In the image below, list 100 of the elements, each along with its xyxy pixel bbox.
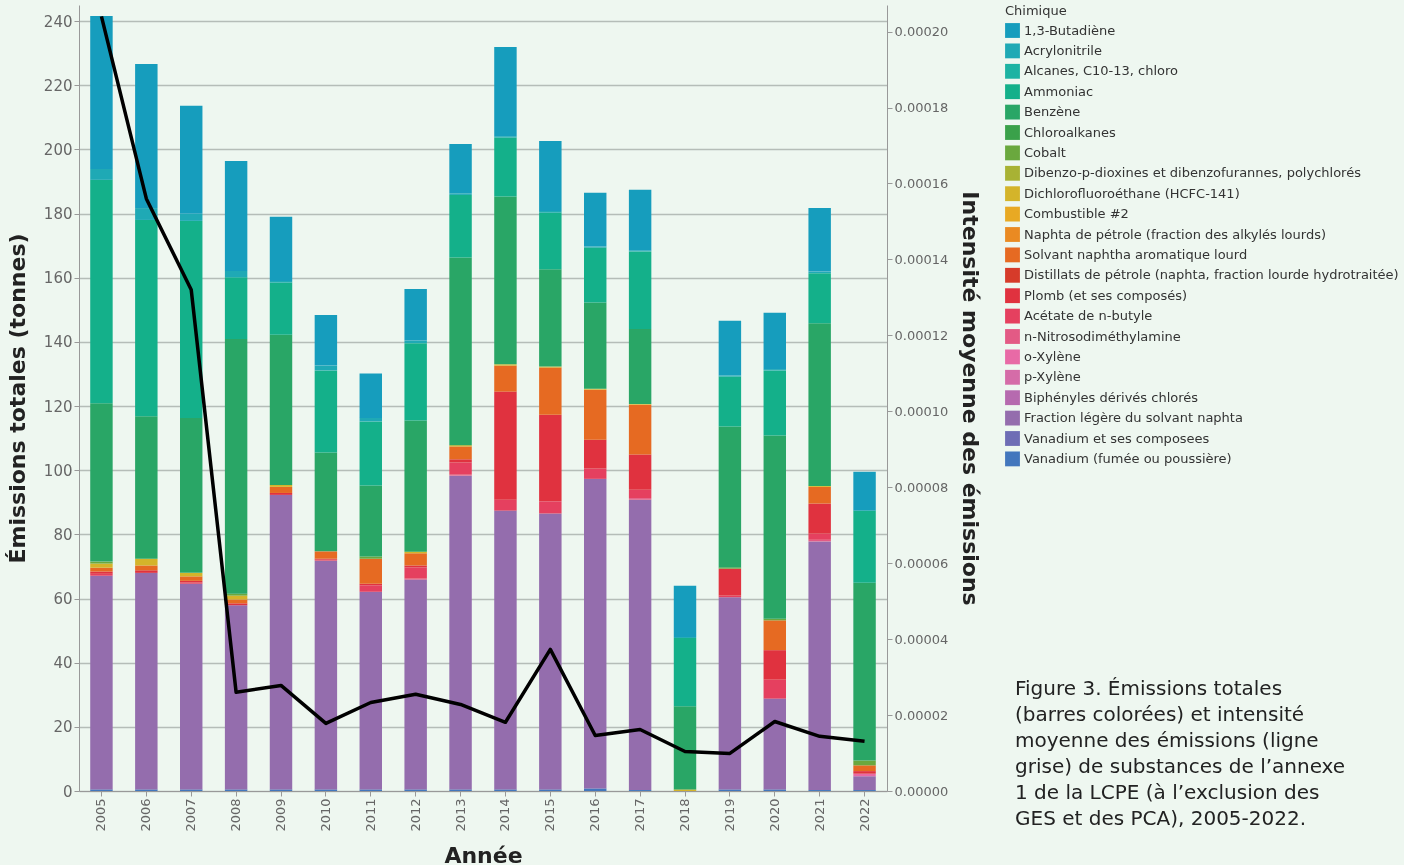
bar	[269, 486, 293, 493]
x-tick-label: 2022	[856, 798, 872, 832]
bar	[584, 302, 607, 389]
bar	[628, 499, 652, 791]
bar	[763, 435, 786, 619]
bar	[314, 560, 338, 790]
y2-axis-title: Intensité moyenne des émissions	[958, 191, 984, 606]
x-tick-label: 2020	[766, 798, 782, 832]
bar	[718, 597, 742, 790]
bar	[449, 459, 472, 463]
x-tick-label: 2015	[542, 798, 558, 832]
bar	[539, 414, 562, 502]
bar	[718, 320, 742, 376]
bar	[763, 370, 786, 436]
legend-label: Plomb (et ses composés)	[1024, 287, 1188, 303]
y-tick-label: 180	[43, 205, 73, 224]
legend-label: Chloroalkanes	[1024, 124, 1116, 140]
bar	[584, 247, 607, 303]
bar	[404, 579, 427, 790]
y2-tick-label: 0.00006	[894, 555, 949, 571]
bar	[763, 312, 786, 370]
legend-label: o-Xylène	[1024, 348, 1081, 364]
legend-label: Vanadium (fumée ou poussière)	[1024, 450, 1232, 466]
bar	[628, 329, 652, 405]
legend-label: Alcanes, C10-13, chloro	[1024, 63, 1179, 79]
y-tick-label: 120	[43, 397, 73, 416]
bar	[763, 650, 786, 680]
bar	[494, 137, 517, 197]
legend-label: Acétate de n-butyle	[1024, 308, 1153, 324]
legend-title: Chimique	[1005, 3, 1067, 18]
bar	[90, 179, 113, 404]
x-axis-title: Année	[444, 842, 523, 865]
bar	[853, 471, 876, 511]
x-tick-label: 2014	[497, 798, 513, 832]
bar	[135, 219, 158, 417]
x-tick-label: 2011	[362, 798, 378, 832]
bar	[494, 196, 517, 365]
bar	[808, 323, 831, 486]
x-tick-label: 2013	[452, 798, 468, 832]
legend-label: Combustible #2	[1024, 206, 1129, 222]
y-tick-label: 0	[62, 782, 73, 801]
y-tick-label: 40	[53, 654, 73, 673]
bar	[224, 605, 248, 790]
bar	[90, 567, 113, 572]
bar	[314, 551, 338, 559]
legend-label: Ammoniac	[1024, 83, 1094, 99]
legend-label: Vanadium et ses composees	[1024, 430, 1210, 446]
legend-label: Naphta de pétrole (fraction des alkylés lourds)	[1024, 226, 1327, 242]
y-axis-title: Émissions totales (tonnes)	[4, 233, 30, 564]
bar	[314, 314, 338, 366]
bar	[90, 575, 113, 790]
y-tick-label: 20	[53, 718, 73, 737]
bar	[808, 541, 831, 791]
caption: Figure 3. Émissions totales (barres colorées) et intensité moyenne des émissions (ligne grise) de substances de l’annexe 1 de la LCPE (à l’exclusion des GES et des PCA), 2005-2022.	[1015, 676, 1346, 830]
bar	[314, 452, 338, 552]
y2-tick-label: 0.00012	[894, 327, 949, 343]
bar	[584, 389, 607, 440]
bar	[673, 637, 697, 707]
bar	[539, 212, 562, 270]
bar	[584, 468, 607, 479]
bar	[449, 257, 472, 446]
bar	[808, 273, 831, 324]
bar	[763, 679, 786, 699]
bar	[808, 503, 831, 534]
bar	[763, 620, 786, 651]
bar	[180, 576, 203, 581]
bar	[494, 510, 517, 790]
bar	[584, 478, 607, 789]
x-tick-label: 2012	[407, 798, 423, 832]
legend-label: Biphényles dérivés chlorés	[1024, 389, 1199, 405]
bar	[539, 513, 562, 790]
y2-tick-label: 0.00004	[894, 631, 949, 647]
bar	[494, 365, 517, 392]
bar	[584, 192, 607, 247]
bar	[539, 367, 562, 415]
x-tick-label: 2018	[677, 798, 692, 832]
y2-tick-label: 0.00010	[894, 403, 949, 419]
legend-label: Fraction légère du solvant naphta	[1024, 410, 1243, 426]
y2-tick-label: 0.00002	[894, 707, 949, 723]
bar	[404, 553, 427, 566]
bar	[90, 403, 113, 562]
bar	[135, 558, 158, 566]
bar	[449, 143, 472, 194]
bar	[449, 194, 472, 258]
y-tick-label: 100	[43, 461, 73, 480]
bar	[853, 765, 876, 772]
bar	[718, 426, 742, 568]
y2-tick-label: 0.00020	[894, 24, 949, 40]
x-tick-label: 2019	[721, 798, 737, 832]
bar	[359, 591, 382, 790]
x-tick-label: 2017	[632, 798, 648, 832]
bar	[135, 416, 158, 559]
legend-label: n-Nitrosodiméthylamine	[1024, 328, 1181, 344]
bar	[718, 376, 742, 427]
bar	[539, 141, 562, 211]
bar	[808, 486, 831, 504]
bar	[449, 462, 472, 475]
legend-label: 1,3-Butadiène	[1024, 22, 1116, 38]
bar	[180, 583, 203, 790]
bar	[404, 288, 427, 341]
